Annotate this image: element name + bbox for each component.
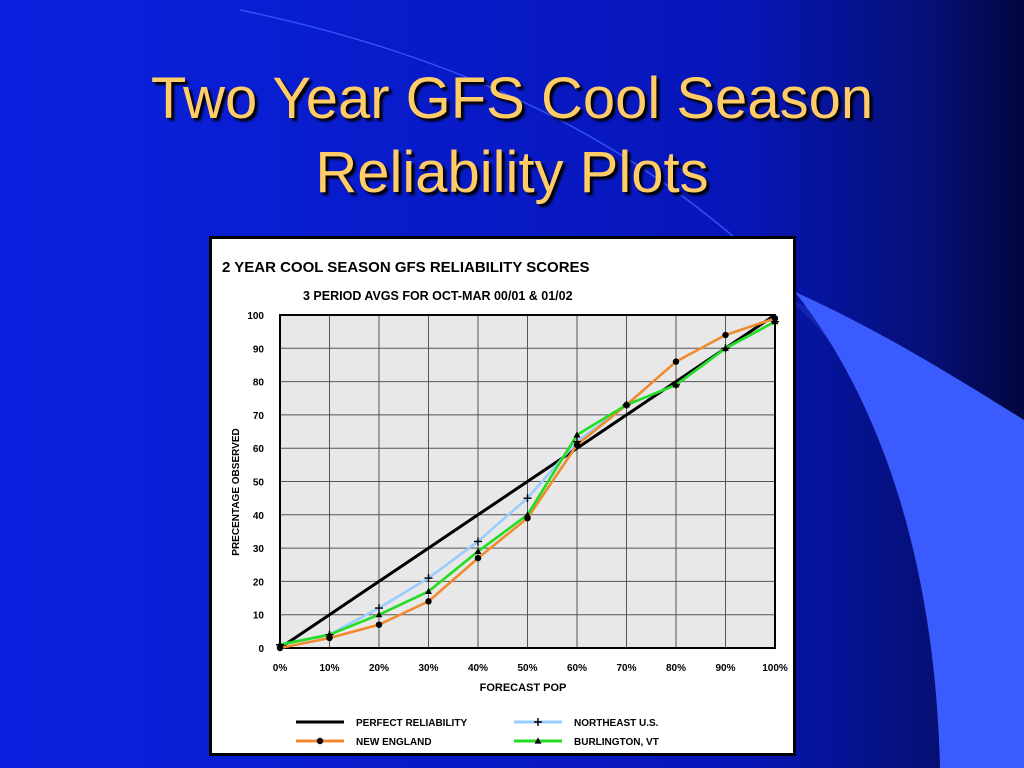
slide-title-line-2: Reliability Plots [315,140,709,205]
series-line-perfect-reliability [279,313,776,650]
chart-legend: PERFECT RELIABILITY NORTHEAST U.S. NEW ENG… [296,718,659,748]
y-tick-label: 60 [253,444,265,455]
x-tick-label: 20% [369,663,389,674]
x-tick-label: 10% [319,663,339,674]
data-point-burlington-vt [326,631,333,638]
y-axis-label: PRECENTAGE OBSERVED [231,428,242,555]
data-point-burlington-vt [771,318,779,325]
y-tick-label: 20 [253,577,265,588]
data-point-northeast-u-s [424,574,433,583]
y-tick-label: 30 [253,544,265,555]
slide-title-line-1: Two Year GFS Cool Season [150,66,874,131]
x-tick-label: 0% [273,663,288,674]
data-point-burlington-vt [474,547,482,555]
x-tick-label: 60% [567,663,587,674]
data-point-burlington-vt [276,641,284,648]
decorative-curve-line [239,9,761,261]
x-axis-label: FORECAST POP [480,682,567,694]
legend-marker-northeast-u-s [534,718,542,726]
x-tick-label: 100% [762,663,788,674]
legend-marker-burlington-vt [534,737,542,744]
legend-label-burlington-vt: BURLINGTON, VT [574,737,659,748]
legend-label-northeast-u-s: NORTHEAST U.S. [574,718,659,729]
data-point-northeast-u-s [523,494,532,503]
data-point-northeast-u-s [375,604,383,613]
legend-label-perfect-reliability: PERFECT RELIABILITY [356,718,467,729]
x-tick-label: 50% [517,663,537,674]
data-point-new-england [672,358,680,365]
data-point-burlington-vt [573,431,581,438]
x-tick-label: 30% [418,663,438,674]
plot-area: 0% 10% 20% 30% 40% 50% 60% 70% 80% 90% 100% 0 10 20 30… [247,311,788,674]
data-point-northeast-u-s [474,537,482,546]
y-tick-label: 50 [253,478,265,489]
x-tick-label: 90% [715,663,735,674]
x-tick-label: 40% [468,663,488,674]
chart-title: 2 YEAR COOL SEASON GFS RELIABILITY SCORE… [222,259,590,276]
chart-panel: 2 YEAR COOL SEASON GFS RELIABILITY SCORE… [209,236,796,756]
y-tick-label: 40 [253,511,265,522]
data-point-new-england [425,598,432,605]
data-point-burlington-vt [375,611,383,618]
legend-label-new-england: NEW ENGLAND [356,737,432,748]
slide-title: Two Year GFS Cool Season Reliability Plo… [0,62,1024,210]
data-point-new-england [474,554,482,562]
decorative-swoosh-light [795,292,1024,768]
y-tick-label: 0 [258,644,264,655]
data-point-burlington-vt [623,401,630,408]
data-point-new-england [573,441,581,449]
chart-subtitle: 3 PERIOD AVGS FOR OCT-MAR 00/01 & 01/02 [303,289,573,303]
y-tick-label: 10 [253,611,265,622]
plot-border [279,314,776,649]
x-tick-label: 80% [666,663,686,674]
y-tick-label: 80 [253,378,265,389]
y-tick-label: 90 [253,344,265,355]
y-tick-label: 70 [253,411,265,422]
x-tick-label: 70% [616,663,636,674]
data-point-new-england [722,331,729,339]
data-point-burlington-vt [425,587,432,594]
legend-marker-new-england [316,737,324,745]
y-tick-label: 100 [247,311,264,322]
data-point-burlington-vt [524,511,531,518]
data-point-new-england [375,621,383,628]
data-point-burlington-vt [672,381,680,388]
reliability-chart: 2 YEAR COOL SEASON GFS RELIABILITY SCORE… [222,259,788,748]
data-point-burlington-vt [722,344,729,351]
